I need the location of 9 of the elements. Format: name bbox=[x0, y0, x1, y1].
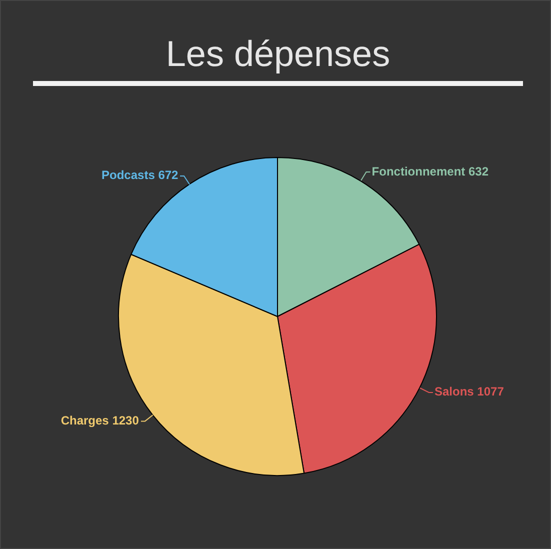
data-label: 672 bbox=[158, 168, 179, 182]
slice-label: Charges bbox=[60, 414, 110, 428]
chart-title: Les dépenses bbox=[33, 29, 523, 86]
data-label: 632 bbox=[468, 164, 489, 179]
slice-label: Salons bbox=[434, 384, 474, 399]
data-label: 1230 bbox=[112, 414, 140, 428]
slice-label: Fonctionnement bbox=[372, 164, 466, 179]
slice-label: Podcasts bbox=[102, 168, 156, 182]
data-label: 1077 bbox=[477, 384, 504, 399]
